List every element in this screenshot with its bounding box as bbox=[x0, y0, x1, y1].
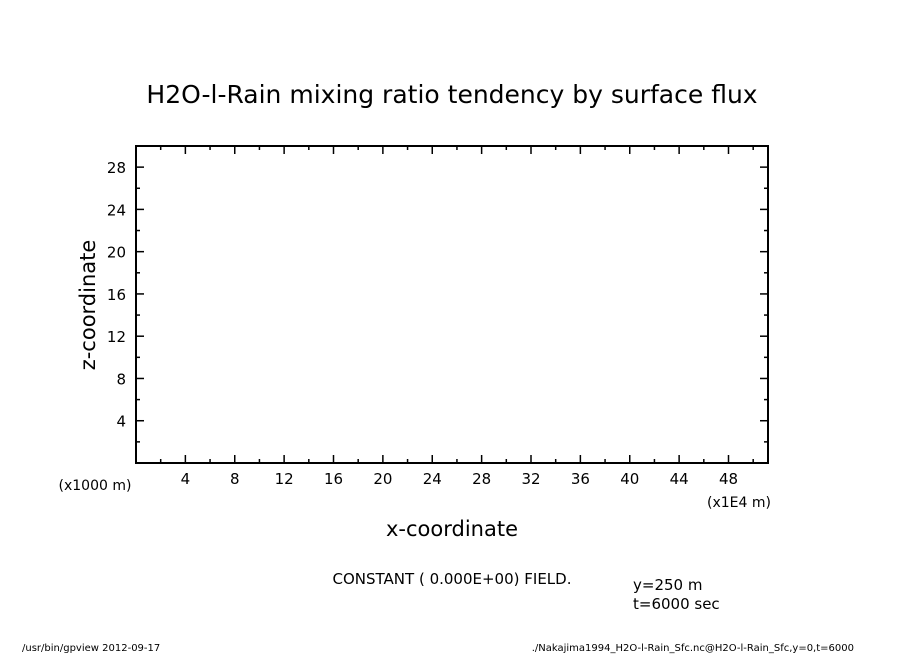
y-tick-label: 8 bbox=[116, 370, 126, 388]
x-tick-label: 24 bbox=[423, 470, 442, 488]
x-tick-label: 32 bbox=[521, 470, 540, 488]
chart-title: H2O-l-Rain mixing ratio tendency by surf… bbox=[146, 80, 757, 109]
y-axis-label: z-coordinate bbox=[76, 240, 100, 371]
field-message: CONSTANT ( 0.000E+00) FIELD. bbox=[333, 570, 572, 588]
x-tick-label: 40 bbox=[620, 470, 639, 488]
footer-source: ./Nakajima1994_H2O-l-Rain_Sfc.nc@H2O-l-R… bbox=[532, 643, 854, 654]
y-tick-label: 20 bbox=[107, 244, 126, 262]
plot-frame bbox=[135, 145, 769, 464]
x-tick-label: 12 bbox=[275, 470, 294, 488]
x-unit-right: (x1E4 m) bbox=[707, 495, 771, 511]
x-tick-label: 28 bbox=[472, 470, 491, 488]
time-info: t=6000 sec bbox=[633, 595, 720, 613]
y-slice-info: y=250 m bbox=[633, 576, 702, 594]
y-tick-label: 28 bbox=[107, 159, 126, 177]
x-tick-label: 36 bbox=[571, 470, 590, 488]
x-tick-label: 16 bbox=[324, 470, 343, 488]
footer-program: /usr/bin/gpview 2012-09-17 bbox=[22, 643, 160, 654]
x-tick-label: 20 bbox=[373, 470, 392, 488]
y-tick-label: 12 bbox=[107, 328, 126, 346]
x-unit-left: (x1000 m) bbox=[59, 478, 132, 494]
y-tick-label: 16 bbox=[107, 286, 126, 304]
y-tick-label: 24 bbox=[107, 201, 126, 219]
x-tick-label: 4 bbox=[181, 470, 191, 488]
y-tick-label: 4 bbox=[116, 413, 126, 431]
x-tick-label: 48 bbox=[719, 470, 738, 488]
x-axis-label: x-coordinate bbox=[386, 517, 518, 541]
x-tick-label: 8 bbox=[230, 470, 240, 488]
x-tick-label: 44 bbox=[670, 470, 689, 488]
